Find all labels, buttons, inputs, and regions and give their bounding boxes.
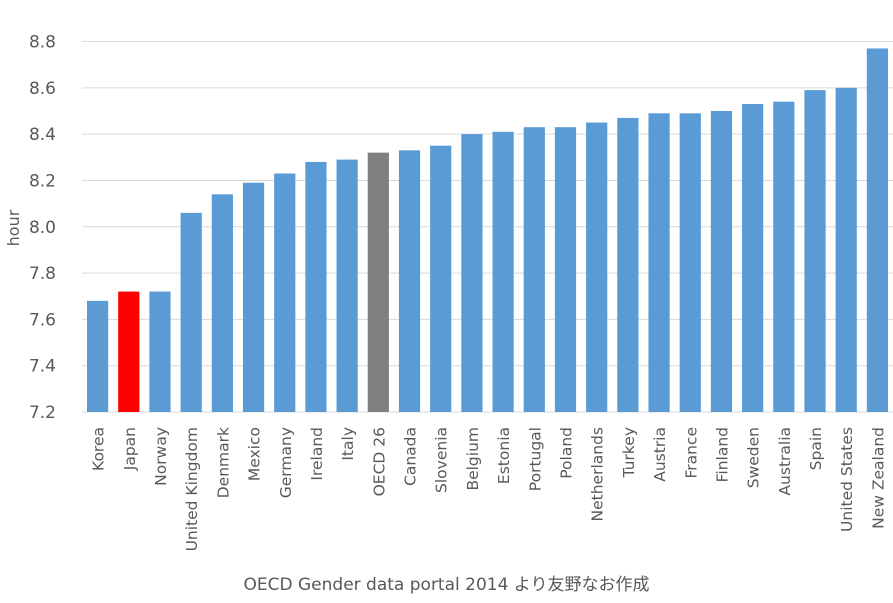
x-tick-label: France — [682, 427, 700, 479]
y-axis-ticks: 7.2 7.4 7.6 7.8 8.0 8.2 8.4 8.6 8.8 — [29, 33, 56, 424]
bar-norway — [149, 291, 171, 412]
bar-sweden — [742, 104, 764, 412]
x-tick-label: Estonia — [495, 427, 513, 484]
x-tick-label: Ireland — [308, 427, 326, 481]
x-tick-label: United States — [838, 427, 856, 532]
bar-portugal — [523, 127, 545, 412]
x-tick-label: Norway — [152, 427, 170, 486]
x-tick-label: Portugal — [526, 427, 544, 491]
x-tick-label: Austria — [651, 427, 669, 482]
x-axis-categories: Korea Japan Norway United Kingdom Denmark Mex… — [90, 427, 888, 551]
bar-germany — [274, 173, 296, 412]
x-tick-label: Japan — [121, 427, 139, 471]
bar-poland — [554, 127, 577, 412]
x-tick-label: Germany — [277, 427, 295, 498]
y-tick-label: 7.2 — [29, 403, 56, 423]
x-tick-label: Finland — [713, 427, 731, 482]
x-tick-label: United Kingdom — [183, 427, 201, 551]
bar-ireland — [305, 161, 327, 412]
y-tick-label: 7.8 — [29, 264, 56, 284]
bar-estonia — [492, 131, 514, 412]
x-tick-label: Korea — [90, 427, 108, 471]
x-tick-label: Australia — [776, 427, 794, 496]
bar-canada — [398, 150, 421, 412]
x-tick-label: Mexico — [246, 427, 264, 481]
bar-new-zealand — [866, 48, 889, 413]
x-tick-label: Poland — [557, 427, 575, 479]
bar-korea — [86, 300, 109, 412]
bar-united-states — [835, 87, 857, 412]
gridlines — [82, 41, 893, 413]
bar-netherlands — [586, 122, 608, 412]
bar-slovenia — [430, 145, 452, 412]
bar-mexico — [242, 182, 265, 412]
bar-turkey — [617, 117, 639, 413]
bar-australia — [773, 101, 795, 413]
x-tick-label: Belgium — [464, 427, 482, 491]
y-tick-label: 8.6 — [29, 79, 56, 99]
bars — [86, 48, 889, 413]
bar-austria — [648, 113, 670, 413]
bar-spain — [804, 90, 826, 413]
y-tick-label: 8.8 — [29, 33, 56, 53]
x-tick-label: Turkey — [620, 427, 638, 478]
bar-oecd-26 — [367, 152, 389, 412]
x-tick-label: Slovenia — [433, 427, 451, 493]
bar-belgium — [461, 134, 483, 412]
bar-finland — [710, 110, 733, 412]
bar-italy — [336, 159, 358, 412]
y-tick-label: 8.2 — [29, 171, 56, 191]
x-tick-label: OECD 26 — [370, 427, 388, 496]
bar-japan — [118, 291, 140, 412]
bar-france — [679, 113, 701, 413]
y-tick-label: 7.4 — [29, 357, 56, 377]
x-tick-label: Italy — [339, 427, 357, 461]
x-tick-label: Sweden — [745, 427, 763, 488]
x-tick-label: Canada — [402, 427, 420, 486]
x-tick-label: New Zealand — [869, 427, 887, 529]
y-tick-label: 7.6 — [29, 310, 56, 330]
x-tick-label: Spain — [807, 427, 825, 470]
x-tick-label: Netherlands — [589, 427, 607, 521]
bar-denmark — [211, 194, 233, 412]
y-axis-label: hour — [4, 209, 23, 246]
source-caption: OECD Gender data portal 2014 より友野なお作成 — [243, 575, 650, 595]
bar-united-kingdom — [180, 212, 202, 412]
y-tick-label: 8.4 — [29, 125, 56, 145]
y-tick-label: 8.0 — [29, 218, 56, 238]
x-tick-label: Denmark — [214, 427, 232, 498]
